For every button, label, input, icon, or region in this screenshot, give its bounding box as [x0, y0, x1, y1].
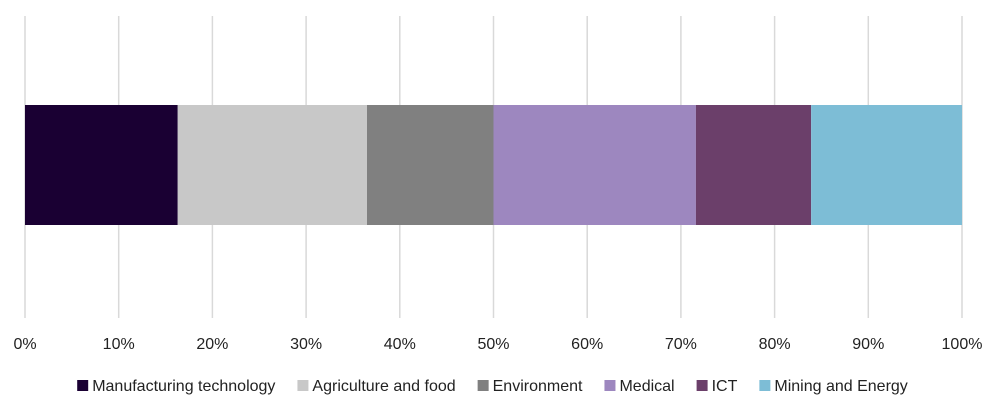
x-tick-label: 50%: [477, 336, 509, 353]
legend-label: Environment: [493, 378, 583, 395]
x-tick-label: 10%: [103, 336, 135, 353]
bar-segment-environment: [367, 105, 494, 225]
legend-item-manufacturing-technology: Manufacturing technology: [77, 378, 275, 395]
legend-swatch: [77, 380, 89, 391]
legend-label: Manufacturing technology: [92, 378, 275, 395]
x-tick-label: 70%: [665, 336, 697, 353]
bar-segment-manufacturing-technology: [25, 105, 178, 225]
bar-segment-medical: [493, 105, 696, 225]
legend-item-environment: Environment: [477, 378, 583, 395]
legend-label: ICT: [712, 378, 738, 395]
bar-segments: [25, 105, 962, 225]
legend-label: Agriculture and food: [312, 378, 455, 395]
legend-swatch: [477, 380, 489, 391]
x-axis-tick-labels: 0% 10% 20% 30% 40% 50% 60% 70% 80% 90% 100%: [13, 336, 982, 353]
x-tick-label: 90%: [852, 336, 884, 353]
legend-swatch: [604, 380, 616, 391]
legend-swatch: [759, 380, 771, 391]
x-tick-label: 20%: [196, 336, 228, 353]
legend: Manufacturing technology Agriculture and …: [77, 378, 908, 395]
x-tick-label: 80%: [759, 336, 791, 353]
bar-segment-mining-and-energy: [811, 105, 962, 225]
legend-item-ict: ICT: [696, 378, 738, 395]
legend-swatch: [696, 380, 708, 391]
x-tick-label: 30%: [290, 336, 322, 353]
bar-segment-agriculture-and-food: [177, 105, 368, 225]
x-tick-label: 40%: [384, 336, 416, 353]
x-tick-label: 60%: [571, 336, 603, 353]
x-tick-label: 100%: [942, 336, 983, 353]
legend-label: Mining and Energy: [774, 378, 907, 395]
x-tick-label: 0%: [13, 336, 36, 353]
legend-item-agriculture-and-food: Agriculture and food: [297, 378, 456, 395]
legend-swatch: [297, 380, 309, 391]
legend-item-mining-and-energy: Mining and Energy: [759, 378, 908, 395]
legend-item-medical: Medical: [604, 378, 675, 395]
legend-label: Medical: [619, 378, 674, 395]
bar-segment-ict: [695, 105, 812, 225]
